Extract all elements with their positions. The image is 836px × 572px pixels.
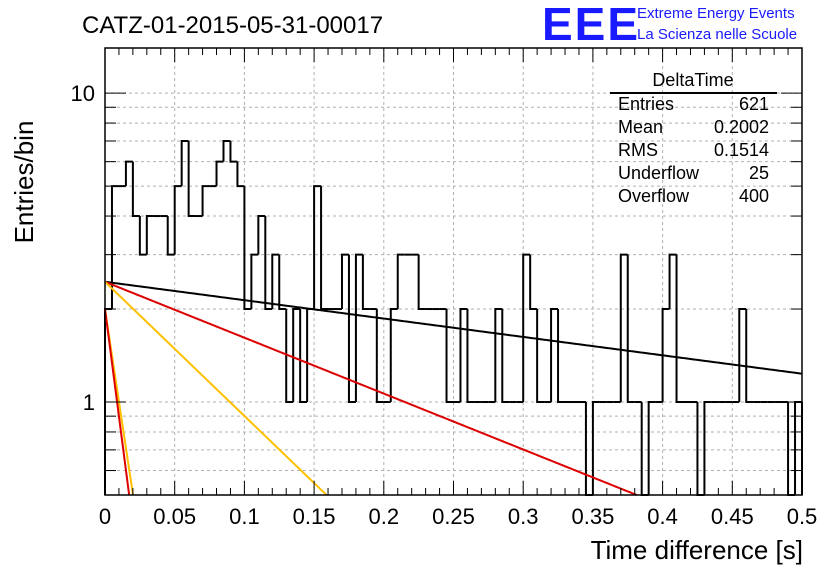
histogram-bin [361, 254, 370, 311]
histogram-bin [131, 161, 140, 218]
histogram-bin [145, 215, 154, 255]
histogram-bin [264, 216, 273, 311]
histogram-bin [306, 308, 315, 403]
fit-curves [104, 280, 803, 496]
histogram-bin [236, 161, 245, 188]
histogram-bin [619, 253, 628, 403]
eee-logo-letters: EEE [542, 0, 640, 50]
histogram-bin [459, 308, 468, 403]
histogram-bin [215, 160, 224, 187]
histogram-bin [285, 309, 294, 404]
stats-row-label: RMS [618, 140, 658, 160]
histogram-bin [271, 253, 280, 310]
histogram-bin [417, 254, 426, 311]
histogram-bin [591, 401, 600, 495]
stats-row-label: Overflow [618, 186, 690, 206]
histogram-bin [173, 185, 182, 255]
fit-curve [104, 308, 131, 496]
y-tick-label: 1 [83, 390, 95, 415]
eee-logo-line-1: Extreme Energy Events [637, 5, 795, 22]
histogram-bin [494, 308, 503, 403]
histogram-bin [668, 253, 677, 310]
x-tick-label: 0.05 [153, 504, 196, 529]
histogram-bin [375, 309, 384, 404]
x-tick-label: 0.5 [787, 504, 818, 529]
x-tick-label: 0.25 [432, 504, 475, 529]
histogram-bin [347, 254, 356, 404]
histogram-bin [703, 401, 712, 495]
x-tick-labels: 0 0.05 0.1 0.15 0.2 0.25 0.3 0.35 0.4 0.45 0.5 [99, 504, 817, 529]
histogram-bin [187, 140, 196, 218]
histogram-bin [243, 186, 252, 311]
y-axis-title: Entries/bin [9, 121, 39, 244]
eee-logo-line-2: La Scienza nelle Scuole [637, 26, 797, 43]
histogram-bin [550, 308, 559, 403]
x-tick-label: 0.3 [508, 504, 539, 529]
histogram-bin [222, 139, 231, 162]
histogram-bin [522, 253, 531, 403]
stats-row-label: Underflow [618, 163, 700, 183]
histogram-bin [313, 185, 322, 310]
stats-title: DeltaTime [652, 70, 733, 90]
histogram-bin [124, 160, 133, 187]
histogram-bin [229, 140, 238, 163]
histogram-bin [536, 309, 545, 404]
stats-box: DeltaTime Entries 621 Mean 0.2002 RMS 0.1514 U… [610, 70, 777, 206]
eee-logo: EEE Extreme Energy Events La Scienza nel… [542, 0, 797, 50]
run-title: CATZ-01-2015-05-31-00017 [82, 12, 383, 39]
histogram-bin [675, 254, 684, 404]
histogram-bin [257, 215, 266, 255]
histogram-bin [661, 308, 670, 403]
histogram-bin [647, 401, 656, 495]
histogram-bin [745, 309, 754, 404]
stats-row-value: 25 [749, 163, 769, 183]
stats-row-value: 400 [739, 186, 769, 206]
x-tick-label: 0.2 [369, 504, 400, 529]
histogram-bin [354, 253, 363, 403]
x-tick-label: 0.4 [647, 504, 678, 529]
histogram-bin [445, 309, 454, 404]
histogram-bin [396, 253, 405, 310]
histogram-bin [299, 309, 308, 404]
axis-ticks [104, 48, 803, 496]
histogram-bin [166, 216, 175, 256]
x-tick-label: 0.15 [293, 504, 336, 529]
x-tick-label: 0 [99, 504, 111, 529]
histogram-bin [180, 139, 189, 187]
histogram-bin [340, 253, 349, 310]
fit-curve [104, 280, 638, 496]
stats-row-value: 621 [739, 94, 769, 114]
stats-row-label: Entries [618, 94, 674, 114]
histogram-bin [250, 253, 259, 310]
stats-row-value: 0.1514 [714, 140, 769, 160]
histogram-bin [501, 309, 510, 404]
histogram-bin [389, 308, 398, 403]
stats-row-label: Mean [618, 117, 663, 137]
fit-curve [104, 280, 803, 375]
histogram-bin [626, 254, 635, 404]
x-tick-label: 0.35 [571, 504, 614, 529]
histogram-bin [138, 216, 147, 256]
histogram-bin [738, 308, 747, 403]
fit-curve [104, 281, 328, 496]
histogram-bin [278, 254, 287, 311]
x-tick-label: 0.45 [711, 504, 754, 529]
x-axis-title: Time difference [s] [591, 535, 803, 565]
histogram-bin [529, 254, 538, 311]
histogram-bin [557, 309, 566, 404]
y-tick-labels: 1 10 [71, 81, 95, 415]
histogram-bin [466, 309, 475, 404]
histogram-bin [201, 185, 210, 217]
histogram-bin [292, 308, 301, 403]
y-tick-label: 10 [71, 81, 95, 106]
stats-row-value: 0.2002 [714, 117, 769, 137]
x-tick-label: 0.1 [229, 504, 260, 529]
histogram-bin [320, 186, 329, 311]
